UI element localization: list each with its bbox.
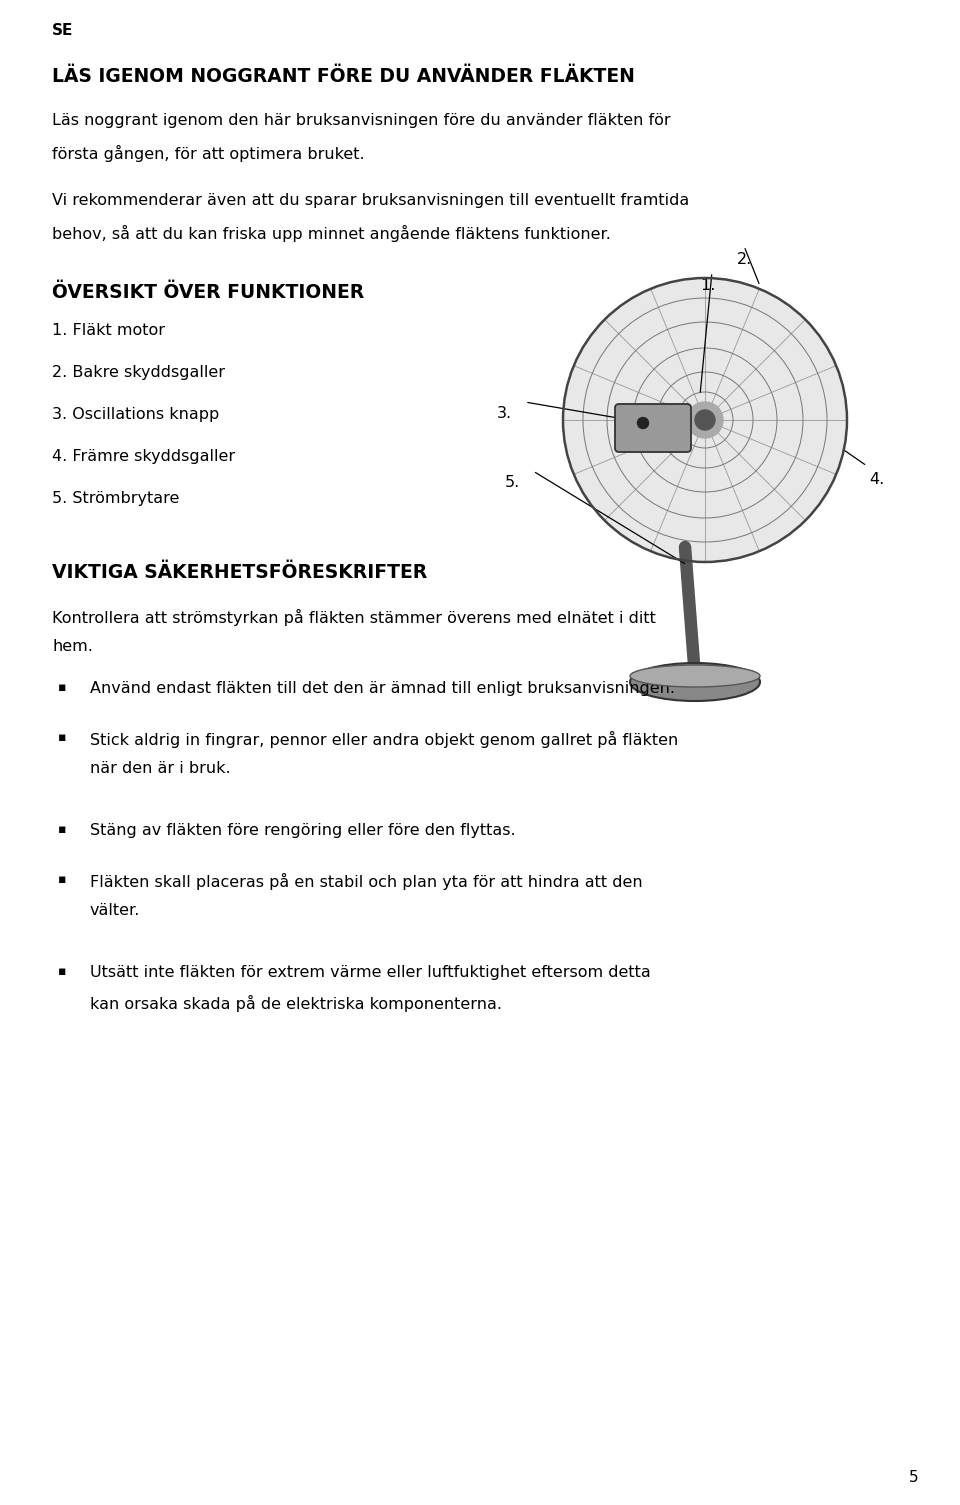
Text: ▪: ▪ <box>58 680 66 694</box>
Text: första gången, för att optimera bruket.: första gången, för att optimera bruket. <box>52 144 365 163</box>
Text: 1.: 1. <box>700 278 715 293</box>
Text: Kontrollera att strömstyrkan på fläkten stämmer överens med elnätet i ditt: Kontrollera att strömstyrkan på fläkten … <box>52 610 656 626</box>
Text: behov, så att du kan friska upp minnet angående fläktens funktioner.: behov, så att du kan friska upp minnet a… <box>52 226 611 242</box>
Text: ▪: ▪ <box>58 731 66 743</box>
FancyBboxPatch shape <box>615 403 691 452</box>
Text: 5. Strömbrytare: 5. Strömbrytare <box>52 491 180 506</box>
Circle shape <box>563 278 847 561</box>
Text: 3.: 3. <box>497 406 512 421</box>
Text: Vi rekommenderar även att du sparar bruksanvisningen till eventuellt framtida: Vi rekommenderar även att du sparar bruk… <box>52 193 689 208</box>
Text: 2. Bakre skyddsgaller: 2. Bakre skyddsgaller <box>52 366 225 379</box>
Text: Stick aldrig in fingrar, pennor eller andra objekt genom gallret på fläkten: Stick aldrig in fingrar, pennor eller an… <box>90 731 679 748</box>
Text: Läs noggrant igenom den här bruksanvisningen före du använder fläkten för: Läs noggrant igenom den här bruksanvisni… <box>52 113 671 128</box>
Ellipse shape <box>630 665 760 686</box>
Text: välter.: välter. <box>90 903 140 918</box>
Text: 3. Oscillations knapp: 3. Oscillations knapp <box>52 406 219 421</box>
Text: kan orsaka skada på de elektriska komponenterna.: kan orsaka skada på de elektriska kompon… <box>90 995 502 1011</box>
Text: ▪: ▪ <box>58 873 66 886</box>
Circle shape <box>695 409 715 430</box>
Text: SE: SE <box>52 23 73 38</box>
Text: ÖVERSIKT ÖVER FUNKTIONER: ÖVERSIKT ÖVER FUNKTIONER <box>52 283 364 303</box>
Circle shape <box>687 402 723 438</box>
Text: 2.: 2. <box>737 251 753 266</box>
Circle shape <box>637 417 649 429</box>
Text: Utsätt inte fläkten för extrem värme eller luftfuktighet eftersom detta: Utsätt inte fläkten för extrem värme ell… <box>90 965 651 980</box>
Text: 5.: 5. <box>505 476 520 491</box>
Text: 1. Fläkt motor: 1. Fläkt motor <box>52 324 165 339</box>
Text: Fläkten skall placeras på en stabil och plan yta för att hindra att den: Fläkten skall placeras på en stabil och … <box>90 873 642 889</box>
Text: 4.: 4. <box>869 473 884 488</box>
Text: LÄS IGENOM NOGGRANT FÖRE DU ANVÄNDER FLÄKTEN: LÄS IGENOM NOGGRANT FÖRE DU ANVÄNDER FLÄ… <box>52 68 635 86</box>
Text: VIKTIGA SÄKERHETSFÖRESKRIFTER: VIKTIGA SÄKERHETSFÖRESKRIFTER <box>52 563 427 582</box>
Text: när den är i bruk.: när den är i bruk. <box>90 762 230 777</box>
Text: hem.: hem. <box>52 640 93 655</box>
Text: Stäng av fläkten före rengöring eller före den flyttas.: Stäng av fläkten före rengöring eller fö… <box>90 823 516 838</box>
Text: 5: 5 <box>908 1470 918 1485</box>
Text: ▪: ▪ <box>58 823 66 835</box>
Text: 4. Främre skyddsgaller: 4. Främre skyddsgaller <box>52 448 235 464</box>
Text: Använd endast fläkten till det den är ämnad till enligt bruksanvisningen.: Använd endast fläkten till det den är äm… <box>90 680 675 695</box>
Ellipse shape <box>630 664 760 701</box>
Text: ▪: ▪ <box>58 965 66 978</box>
